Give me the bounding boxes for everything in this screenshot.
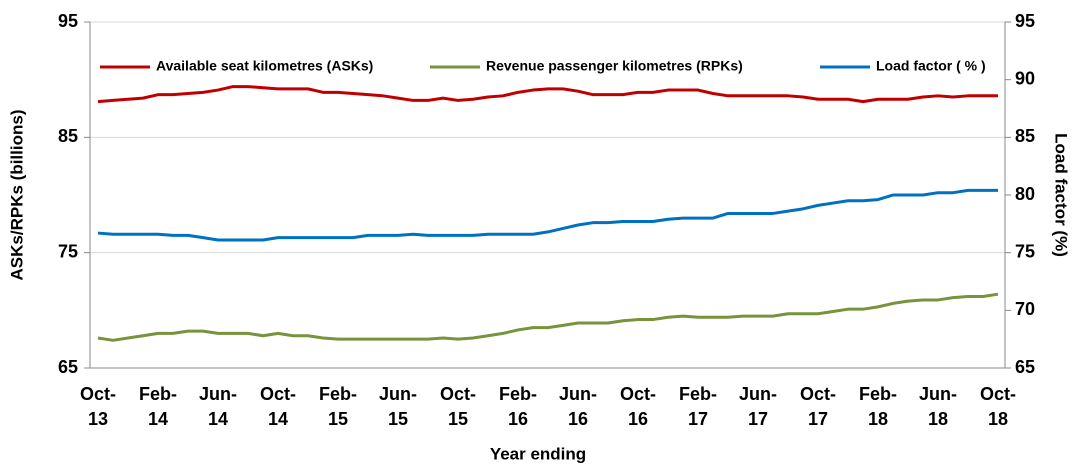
x-axis-title: Year ending xyxy=(490,444,586,463)
x-tick-label: Jun-16 xyxy=(559,384,597,429)
y2-tick-label: 90 xyxy=(1015,68,1035,88)
x-tick-label: Feb-15 xyxy=(319,384,357,429)
x-tick-label: Oct-18 xyxy=(980,384,1016,429)
x-tick-label: Jun-14 xyxy=(199,384,237,429)
x-tick-label: Feb-14 xyxy=(139,384,177,429)
y-tick-label: 65 xyxy=(58,357,78,377)
x-tick-label: Feb-17 xyxy=(679,384,717,429)
x-tick-label: Jun-15 xyxy=(379,384,417,429)
y-tick-label: 85 xyxy=(58,126,78,146)
y2-tick-label: 75 xyxy=(1015,241,1035,261)
y-axis-title: ASKs/RPKs (billions) xyxy=(7,110,26,281)
x-tick-label: Feb-16 xyxy=(499,384,537,429)
x-tick-label: Oct-13 xyxy=(80,384,116,429)
x-tick-label: Jun-17 xyxy=(739,384,777,429)
series-line xyxy=(97,292,999,342)
series-line xyxy=(97,188,998,242)
x-tick-label: Oct-15 xyxy=(440,384,476,429)
y2-tick-label: 65 xyxy=(1015,357,1035,377)
y2-axis-title: Load factor (%) xyxy=(1052,133,1071,257)
x-tick-label: Oct-17 xyxy=(800,384,836,429)
series-line xyxy=(97,85,998,104)
y2-tick-label: 70 xyxy=(1015,299,1035,319)
x-tick-label: Oct-16 xyxy=(620,384,656,429)
y2-tick-label: 85 xyxy=(1015,126,1035,146)
y2-tick-label: 95 xyxy=(1015,11,1035,31)
legend-label: Load factor ( % ) xyxy=(876,58,986,74)
x-tick-label: Oct-14 xyxy=(260,384,296,429)
legend-label: Available seat kilometres (ASKs) xyxy=(156,58,373,74)
y2-tick-label: 80 xyxy=(1015,184,1035,204)
y-tick-label: 75 xyxy=(58,241,78,261)
legend-label: Revenue passenger kilometres (RPKs) xyxy=(486,58,743,74)
x-tick-label: Feb-18 xyxy=(859,384,897,429)
x-tick-label: Jun-18 xyxy=(919,384,957,429)
y-tick-label: 95 xyxy=(58,11,78,31)
